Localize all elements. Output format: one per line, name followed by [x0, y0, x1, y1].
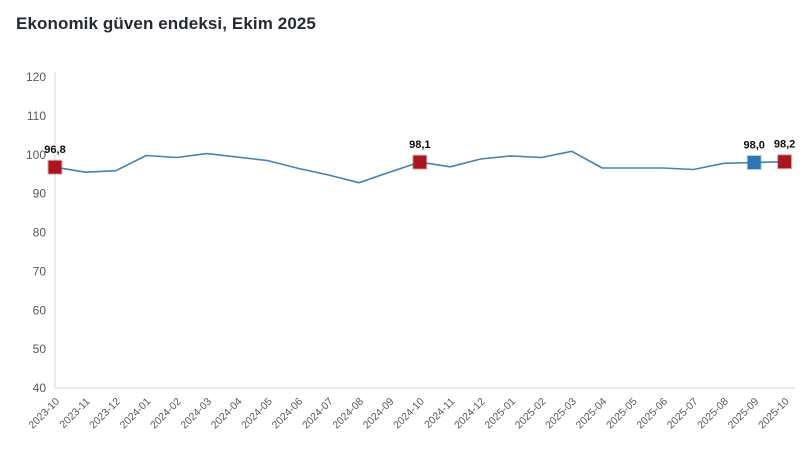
- y-tick-label-90: 90: [33, 187, 47, 201]
- marker-label-2023-10: 96,8: [44, 144, 65, 156]
- marker-label-2025-09: 98,0: [743, 140, 764, 152]
- x-tick-label-2024-06: 2024-06: [270, 396, 306, 432]
- x-tick-label-2024-10: 2024-10: [391, 396, 427, 432]
- x-tick-label-2024-11: 2024-11: [422, 396, 457, 431]
- y-tick-label-100: 100: [26, 148, 46, 162]
- x-tick-label-2023-11: 2023-11: [57, 396, 92, 431]
- x-tick-label-2024-03: 2024-03: [178, 396, 214, 432]
- x-tick-label-2025-01: 2025-01: [482, 396, 518, 432]
- x-tick-label-2024-12: 2024-12: [452, 396, 488, 432]
- y-tick-label-110: 110: [27, 109, 46, 123]
- x-tick-label-2025-07: 2025-07: [665, 396, 701, 432]
- x-tick-label-2025-08: 2025-08: [695, 396, 731, 432]
- y-tick-label-50: 50: [33, 342, 47, 356]
- y-tick-label-80: 80: [33, 226, 47, 240]
- y-tick-label-40: 40: [33, 381, 47, 395]
- x-tick-label-2024-08: 2024-08: [330, 396, 366, 432]
- x-tick-label-2025-10: 2025-10: [756, 396, 792, 432]
- x-tick-label-2025-03: 2025-03: [543, 396, 579, 432]
- x-tick-label-2024-07: 2024-07: [300, 396, 336, 432]
- marker-2023-10: [47, 159, 63, 175]
- x-tick-label-2025-09: 2025-09: [726, 396, 762, 432]
- x-tick-label-2025-04: 2025-04: [574, 396, 610, 432]
- x-tick-label-2023-12: 2023-12: [87, 396, 123, 432]
- x-tick-label-2025-02: 2025-02: [513, 396, 549, 432]
- y-tick-label-120: 120: [26, 70, 46, 84]
- y-tick-label-70: 70: [33, 264, 47, 278]
- chart-title: Ekonomik güven endeksi, Ekim 2025: [16, 14, 316, 33]
- x-tick-label-2025-05: 2025-05: [604, 396, 640, 432]
- x-tick-label-2024-09: 2024-09: [361, 396, 397, 432]
- x-tick-label-2024-04: 2024-04: [209, 396, 245, 432]
- x-tick-label-2023-10: 2023-10: [26, 396, 62, 432]
- y-tick-label-60: 60: [33, 303, 47, 317]
- marker-label-2025-10: 98,2: [774, 139, 795, 151]
- marker-2024-10: [412, 154, 428, 170]
- x-tick-label-2024-01: 2024-01: [118, 396, 154, 432]
- marker-label-2024-10: 98,1: [409, 139, 430, 151]
- x-tick-label-2024-02: 2024-02: [148, 396, 184, 432]
- marker-2025-09: [746, 155, 762, 171]
- x-tick-label-2025-06: 2025-06: [634, 396, 670, 432]
- x-tick-label-2024-05: 2024-05: [239, 396, 275, 432]
- marker-2025-10: [777, 154, 793, 170]
